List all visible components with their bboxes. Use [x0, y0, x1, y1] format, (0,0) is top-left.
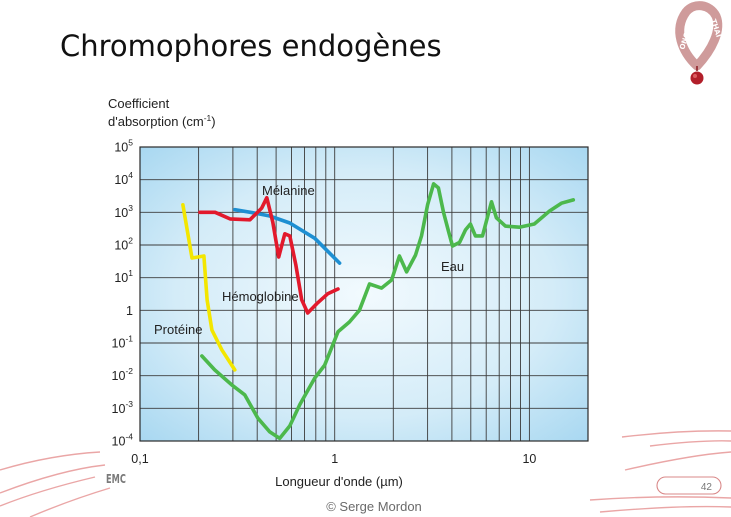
y-tick-label: 101 [114, 268, 133, 285]
y-tick-base: 10 [112, 435, 126, 449]
y-axis-label-text: d'absorption (cm [108, 114, 204, 129]
y-tick-exponent: 4 [128, 170, 133, 180]
x-tick-labels: 0,1 1 10 [131, 452, 536, 466]
y-tick-exponent: -2 [125, 366, 133, 376]
chart: Coefficient d'absorption (cm-1) 105 104 … [108, 96, 589, 489]
y-tick-base: 10 [114, 173, 128, 187]
decorative-swoosh [649, 440, 731, 447]
decorative-swoosh [589, 496, 731, 501]
y-tick-base: 10 [112, 337, 126, 351]
y-tick-label: 10-3 [112, 399, 134, 416]
y-axis-label-exponent: -1 [204, 113, 212, 123]
logo-dot [690, 71, 704, 85]
x-axis-label: Longueur d'onde (µm) [275, 474, 403, 489]
series-line-proteine [181, 203, 237, 372]
y-tick-base: 10 [112, 369, 126, 383]
y-axis-label-line1: Coefficient [108, 96, 170, 111]
series-line-eau [200, 182, 576, 441]
series-lines [181, 182, 576, 441]
y-tick-label: 105 [114, 138, 133, 155]
logo-oncothai: ONCO THAI [675, 1, 723, 85]
decorative-swoosh [29, 487, 111, 517]
y-tick-exponent: 2 [128, 236, 133, 246]
x-tick-label: 0,1 [131, 452, 148, 466]
decorative-swoosh [0, 476, 96, 507]
decorative-swoosh [0, 464, 106, 494]
y-tick-label: 104 [114, 170, 133, 187]
y-tick-base: 10 [114, 239, 128, 253]
y-tick-exponent: -1 [125, 334, 133, 344]
y-tick-label: 10-4 [112, 432, 134, 449]
logo-ribbon [675, 1, 723, 71]
decorative-swoosh [624, 451, 731, 471]
y-tick-labels: 105 104 103 102 101 1 10-1 10-2 10-3 10-… [112, 138, 134, 449]
series-line-melanine [233, 207, 342, 265]
page-number-box [656, 476, 722, 495]
y-tick-base: 10 [114, 141, 128, 155]
logo-dot-highlight [693, 74, 697, 78]
x-tick-label: 1 [331, 452, 338, 466]
y-tick-label: 10-2 [112, 366, 134, 383]
x-tick-label: 10 [522, 452, 536, 466]
plot-frame [139, 146, 589, 442]
y-tick-exponent: 1 [128, 268, 133, 278]
y-tick-base: 1 [126, 304, 133, 318]
y-tick-label: 1 [126, 304, 133, 318]
page-title: Chromophores endogènes [60, 29, 442, 63]
decorative-swoosh [621, 430, 731, 438]
y-tick-exponent: 5 [128, 138, 133, 148]
decorative-swoosh [0, 451, 101, 471]
series-line-hemoglobine [198, 195, 340, 315]
y-tick-label: 102 [114, 236, 133, 253]
y-tick-label: 103 [114, 203, 133, 220]
series-label-eau: Eau [441, 259, 464, 274]
gridlines [140, 147, 588, 441]
y-tick-exponent: -3 [125, 399, 133, 409]
y-tick-exponent: 3 [128, 203, 133, 213]
series-label-hemoglobine: Hémoglobine [222, 289, 299, 304]
y-axis-label-end: ) [211, 114, 215, 129]
y-tick-base: 10 [114, 271, 128, 285]
decorative-swoosh [599, 505, 731, 513]
y-axis-label-line2: d'absorption (cm-1) [108, 113, 216, 129]
footer-logo-emc: EMC [106, 471, 126, 486]
copyright-text: © Serge Mordon [326, 499, 422, 514]
page-number: 42 [701, 482, 713, 493]
series-label-proteine: Protéine [154, 322, 202, 337]
decorative-swooshes [0, 430, 731, 517]
series-label-melanine: Mélanine [262, 183, 315, 198]
y-tick-base: 10 [114, 206, 128, 220]
y-tick-label: 10-1 [112, 334, 134, 351]
y-tick-exponent: -4 [125, 432, 133, 442]
y-tick-base: 10 [112, 402, 126, 416]
